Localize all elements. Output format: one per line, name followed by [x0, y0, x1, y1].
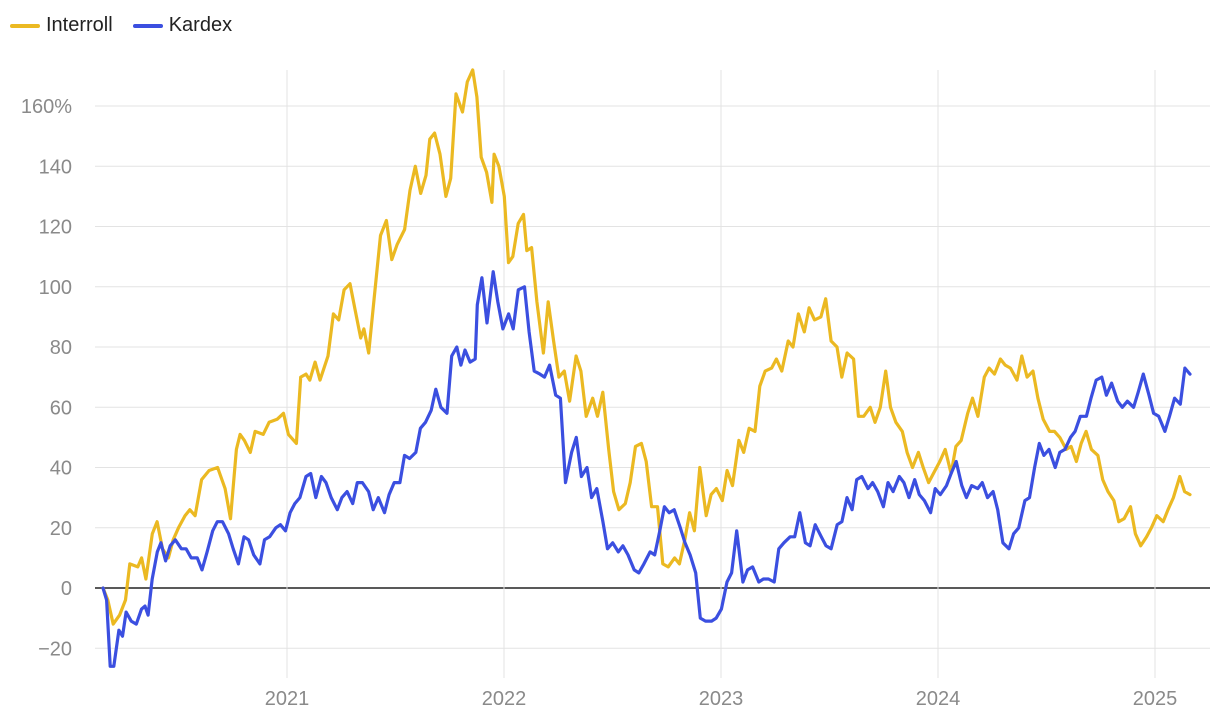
y-tick-label: 120	[39, 217, 72, 239]
x-tick-label: 2025	[1133, 688, 1178, 710]
y-tick-label: 60	[50, 397, 72, 419]
y-tick-label: 160%	[21, 96, 72, 118]
series-line-kardex[interactable]	[101, 270, 1192, 668]
y-tick-label: 40	[50, 458, 72, 480]
series-lines	[101, 68, 1192, 668]
y-tick-label: 20	[50, 518, 72, 540]
x-tick-label: 2024	[916, 688, 961, 710]
legend: Interroll Kardex	[10, 14, 232, 37]
legend-swatch-interroll	[10, 23, 40, 28]
grid	[95, 70, 1210, 678]
y-tick-label: 100	[39, 277, 72, 299]
tick-labels: 160% 140 120 100 80 60 40 20 0 −20 2021 2022 2023 202…	[21, 96, 1177, 710]
x-tick-label: 2021	[265, 688, 310, 710]
legend-label-interroll: Interroll	[46, 14, 113, 36]
legend-swatch-kardex	[132, 23, 163, 28]
y-tick-label: 0	[61, 578, 72, 600]
y-tick-label: −20	[38, 638, 72, 660]
legend-label-kardex: Kardex	[168, 14, 233, 36]
series-line-interroll[interactable]	[101, 68, 1192, 626]
y-tick-label: 80	[50, 337, 72, 359]
legend-item-interroll[interactable]: Interroll	[10, 14, 113, 37]
x-tick-label: 2023	[699, 688, 744, 710]
x-tick-label: 2022	[482, 688, 527, 710]
legend-item-kardex[interactable]: Kardex	[132, 14, 233, 37]
y-tick-label: 140	[39, 156, 72, 178]
